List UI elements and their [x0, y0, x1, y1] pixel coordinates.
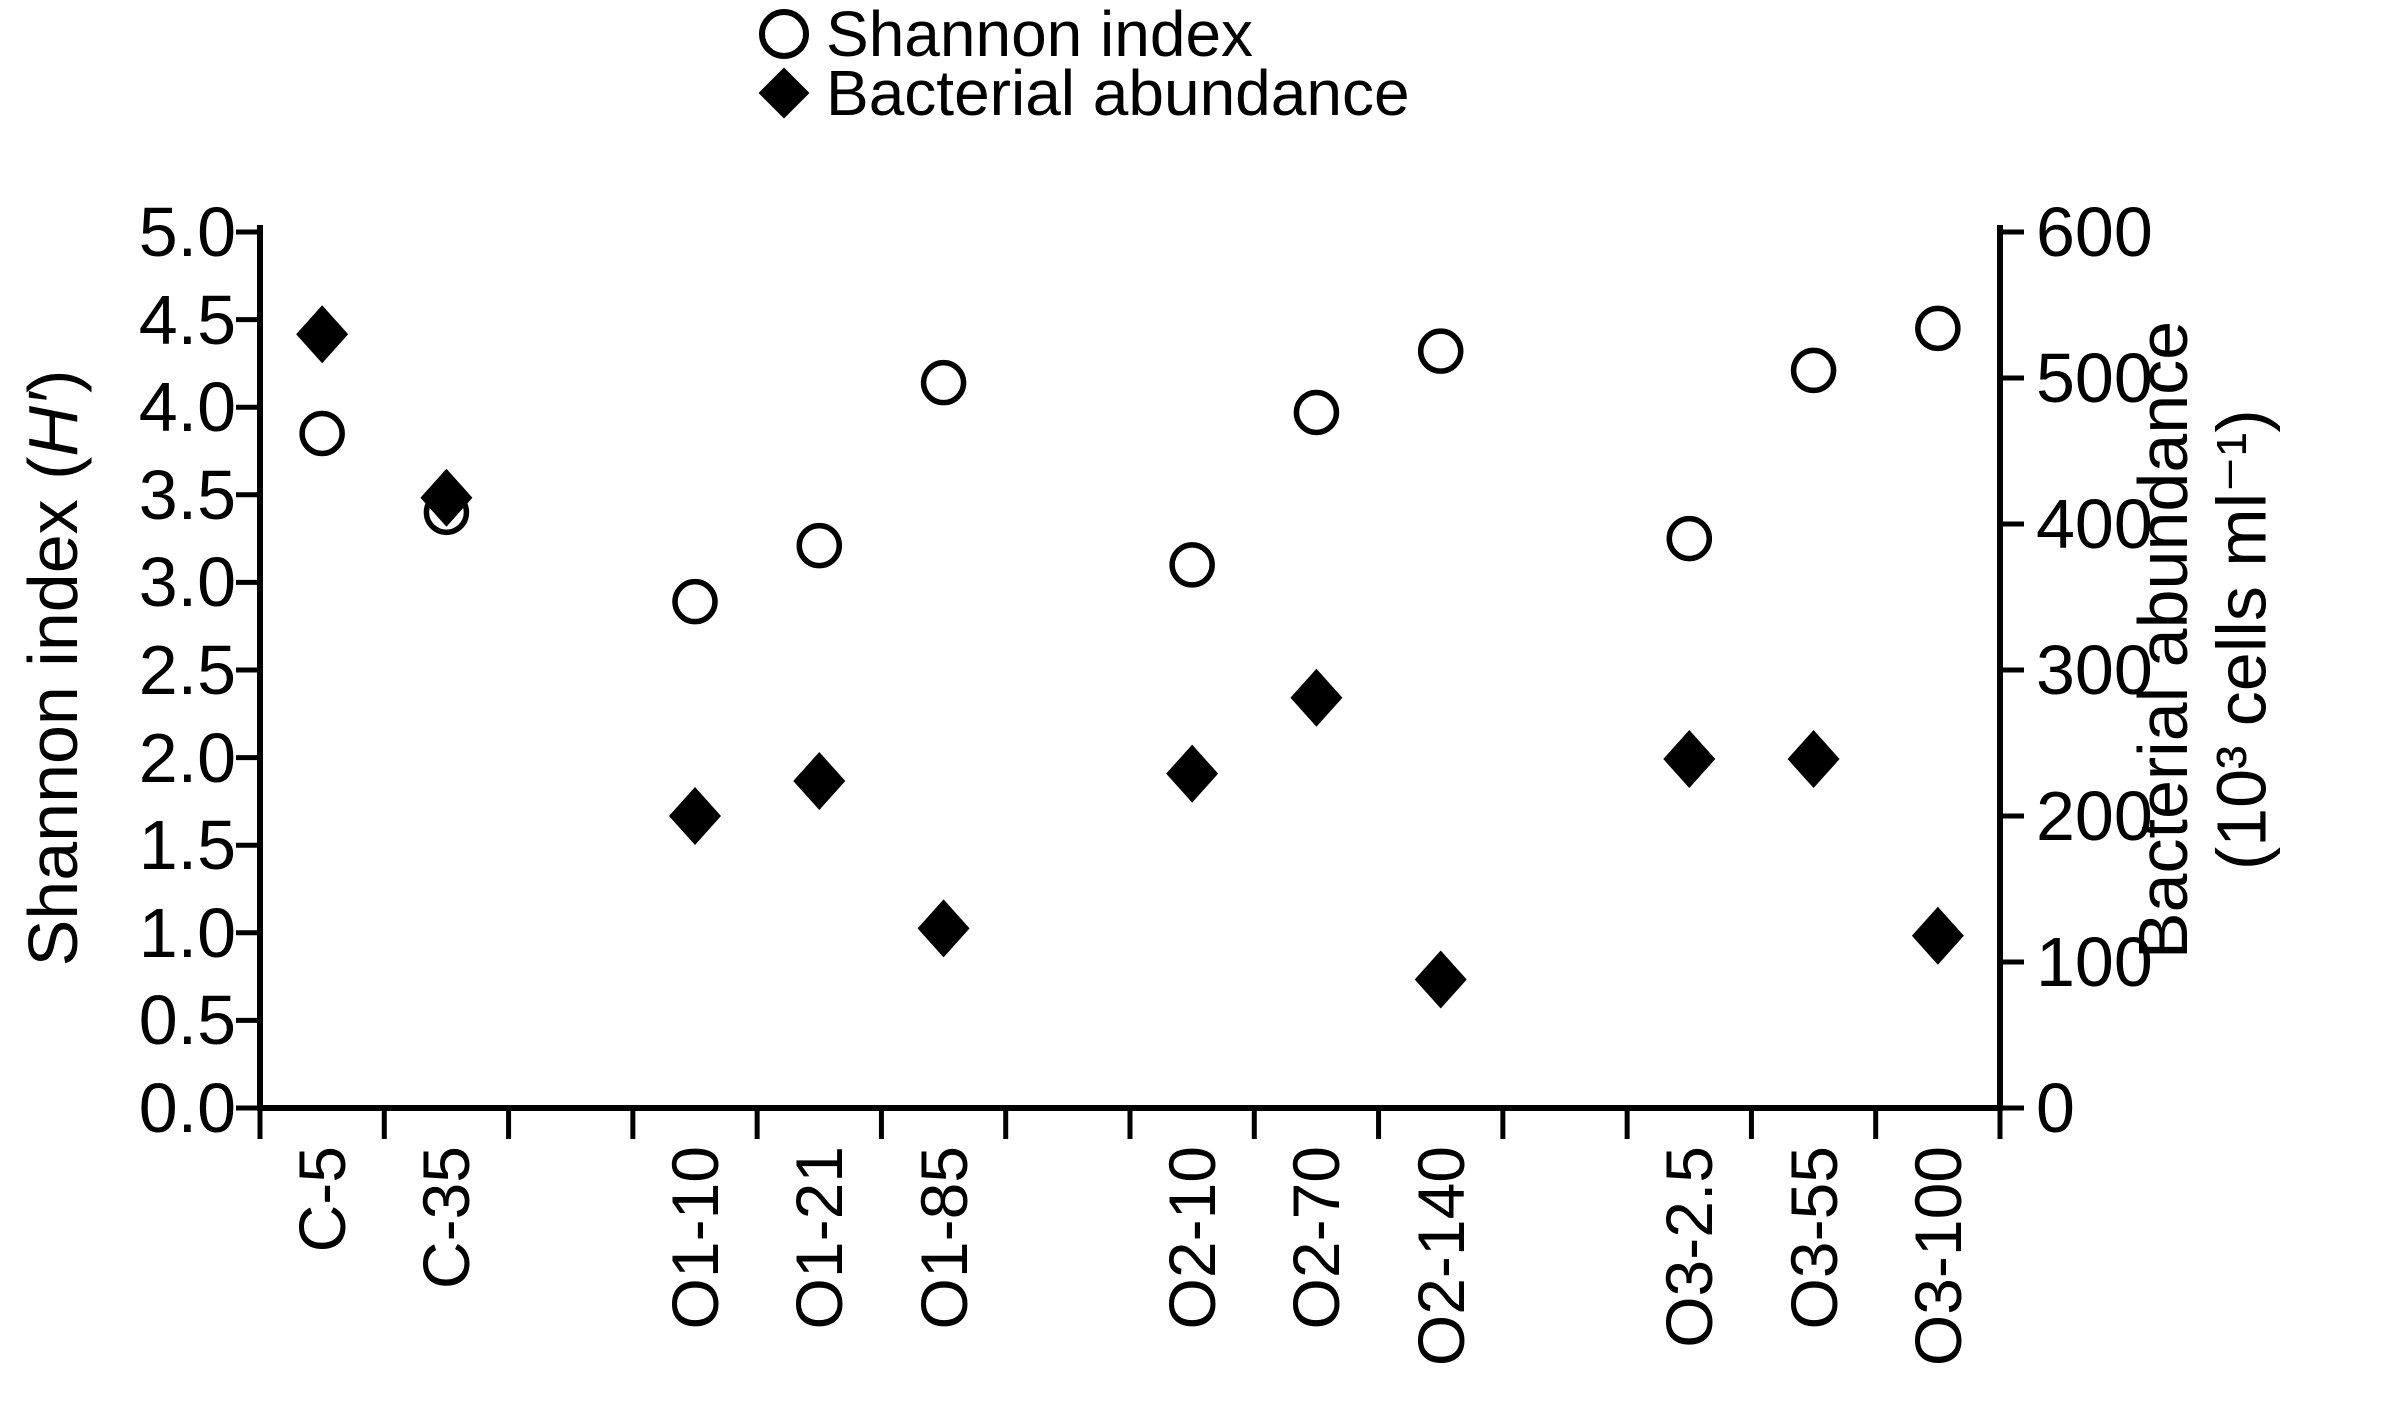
- legend-label-shannon-index: Shannon index: [826, 0, 1254, 70]
- left-axis-tick-label: 0.0: [138, 1069, 236, 1147]
- x-axis-category-label: O1-21: [782, 1146, 857, 1330]
- x-axis-category-label: O3-55: [1776, 1146, 1851, 1330]
- data-point-shannon-circle: [672, 578, 718, 625]
- legend-marker: [756, 6, 812, 62]
- data-point-abundance-diamond: [669, 787, 721, 845]
- x-axis-category-label: O3-100: [1900, 1146, 1975, 1367]
- data-point-shannon-circle: [1790, 347, 1837, 394]
- data-point-shannon-circle: [1169, 542, 1215, 588]
- left-axis-tick-label: 3.0: [138, 543, 236, 622]
- legend-label-bacterial-abundance: Bacterial abundance: [826, 57, 1410, 129]
- x-axis-category-label: C-35: [409, 1146, 484, 1290]
- data-point-abundance-diamond: [917, 899, 970, 958]
- left-axis-tick-label: 4.5: [138, 280, 236, 359]
- data-point-abundance-diamond: [1787, 730, 1840, 789]
- data-point-shannon-circle: [1915, 305, 1961, 352]
- data-point-abundance-diamond: [1663, 730, 1716, 789]
- right-axis-tick-label: 500: [2036, 339, 2153, 417]
- data-point-abundance-diamond: [1911, 906, 1964, 965]
- data-point-shannon-circle: [796, 522, 843, 569]
- x-axis-category-label: O2-10: [1155, 1146, 1230, 1330]
- data-point-shannon-circle: [1293, 389, 1340, 436]
- right-axis-tick-label: 300: [2036, 631, 2153, 709]
- x-axis-category-label: O3-2.5: [1652, 1146, 1727, 1348]
- data-point-shannon-circle: [1417, 328, 1464, 374]
- left-axis-tick-label: 0.5: [138, 981, 236, 1060]
- x-axis-category-label: O1-85: [906, 1146, 981, 1330]
- data-point-shannon-circle: [920, 359, 967, 406]
- data-point-abundance-diamond: [420, 468, 473, 527]
- x-axis-category-label: C-5: [285, 1146, 360, 1253]
- data-point-abundance-diamond: [793, 751, 846, 810]
- data-point-shannon-circle: [299, 410, 345, 457]
- x-axis-category-label: O2-140: [1403, 1146, 1478, 1367]
- x-axis-category-label: O1-10: [658, 1146, 732, 1330]
- data-point-abundance-diamond: [296, 305, 349, 364]
- legend-item-shannon-index: Shannon index: [756, 0, 1410, 70]
- right-axis-tick-label: 400: [2036, 485, 2153, 563]
- left-axis-tick-label: 5.0: [138, 193, 236, 271]
- left-axis-tick-label: 2.5: [138, 631, 236, 709]
- open-circle-icon: [759, 9, 809, 59]
- data-point-abundance-diamond: [1414, 950, 1467, 1009]
- left-axis-tick-label: 1.0: [138, 893, 236, 972]
- left-axis-tick-label: 1.5: [138, 806, 236, 885]
- data-point-abundance-diamond: [1166, 744, 1219, 803]
- right-axis-tick-label: 200: [2036, 777, 2153, 855]
- legend: Shannon index Bacterial abundance: [756, 0, 1410, 129]
- right-axis-tick-label: 0: [2036, 1069, 2075, 1147]
- data-point-abundance-diamond: [1290, 668, 1343, 727]
- legend-item-bacterial-abundance: Bacterial abundance: [756, 57, 1410, 129]
- right-axis-tick-label: 600: [2036, 193, 2153, 271]
- left-axis-tick-label: 3.5: [138, 455, 236, 534]
- left-axis-tick-label: 2.0: [138, 718, 236, 797]
- data-point-shannon-circle: [1666, 515, 1713, 562]
- left-axis-tick-label: 4.0: [138, 368, 236, 447]
- right-axis-tick-label: 100: [2036, 923, 2153, 1001]
- x-axis-category-label: O2-70: [1279, 1146, 1354, 1330]
